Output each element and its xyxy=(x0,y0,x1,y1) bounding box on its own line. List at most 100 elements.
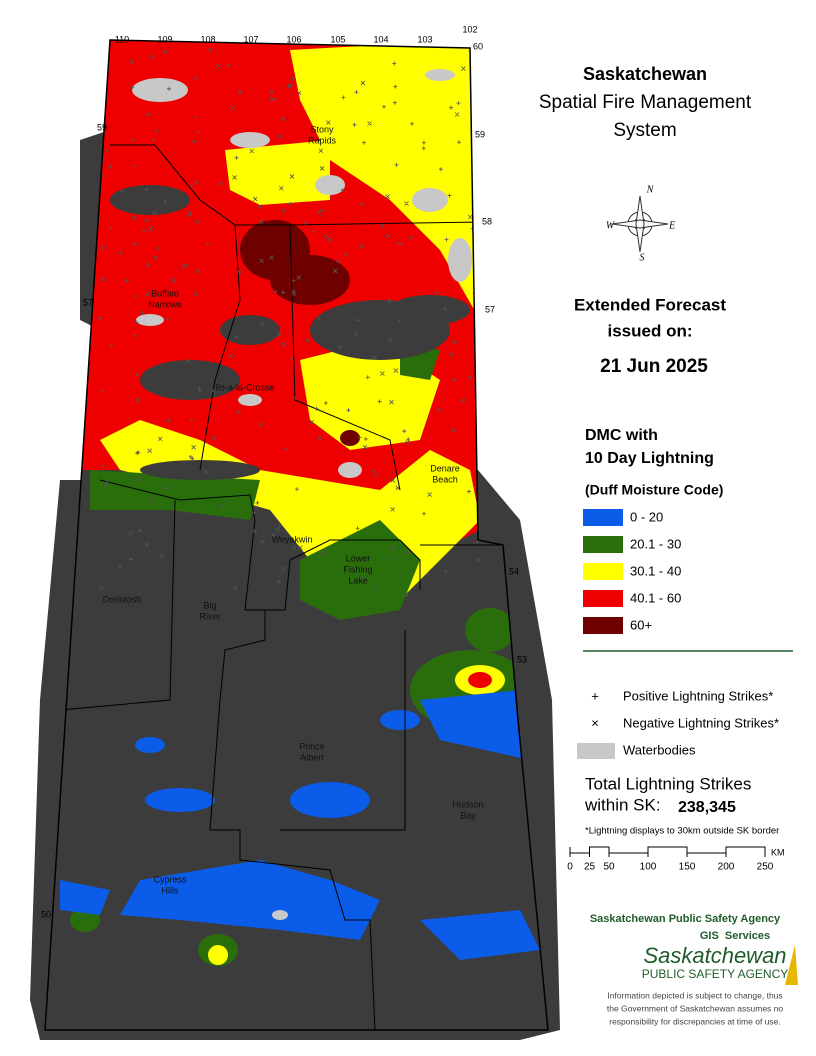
place-label: Hudson xyxy=(452,799,483,809)
dmc-zone xyxy=(380,710,420,730)
place-label: Big xyxy=(203,600,216,610)
legend-label: 0 - 20 xyxy=(630,509,663,524)
total-label: within SK: xyxy=(584,795,661,814)
scale-label: 25 xyxy=(584,862,596,873)
legend-label: Positive Lightning Strikes* xyxy=(623,688,773,703)
dmc-zone xyxy=(420,690,530,760)
legend-heading: DMC with xyxy=(585,427,658,444)
scale-label: 0 xyxy=(567,862,573,873)
dmc-zone xyxy=(90,470,260,520)
legend-label: 20.1 - 30 xyxy=(630,536,681,551)
logo-sub: PUBLIC SAFETY AGENCY xyxy=(642,967,789,981)
latitude-label: 57 xyxy=(485,304,495,314)
forecast-heading: issued on: xyxy=(607,321,692,340)
place-label: Narrows xyxy=(148,299,182,309)
compass-letter: E xyxy=(668,220,675,231)
legend-swatch xyxy=(583,617,623,634)
logo-mark xyxy=(785,945,798,985)
dmc-zone xyxy=(420,910,540,960)
place-label: Rapids xyxy=(308,135,337,145)
dmc-zone xyxy=(465,608,515,652)
scale-bar xyxy=(569,846,766,857)
map xyxy=(30,39,560,1040)
dmc-zone xyxy=(290,45,400,120)
place-label: Weyakwin xyxy=(272,534,313,544)
longitude-label: 107 xyxy=(243,34,258,44)
place-label: Lower xyxy=(346,553,371,563)
waterbodies xyxy=(132,69,472,920)
place-label: Dorintosh xyxy=(103,594,142,604)
place-label: Beach xyxy=(432,474,458,484)
compass-letter: S xyxy=(640,252,645,263)
dmc-zone xyxy=(468,672,492,688)
scale-label: 150 xyxy=(679,862,696,873)
dmc-zone xyxy=(145,788,215,812)
longitude-label: 108 xyxy=(200,34,215,44)
place-label: River xyxy=(199,611,220,621)
longitude-label: 109 xyxy=(157,34,172,44)
agency-name: Saskatchewan Public Safety Agency xyxy=(590,913,781,925)
longitude-label: 103 xyxy=(417,34,432,44)
place-label: Fishing xyxy=(343,564,372,574)
compass-letter: W xyxy=(606,220,616,231)
scale-line xyxy=(570,846,766,854)
legend-swatch xyxy=(583,563,623,580)
title: System xyxy=(613,120,676,141)
dmc-zone xyxy=(120,860,380,940)
scale-label: 200 xyxy=(718,862,735,873)
compass-letter: N xyxy=(646,184,655,195)
legend-heading: 10 Day Lightning xyxy=(585,450,714,467)
total-label: Total Lightning Strikes xyxy=(585,774,751,793)
longitude-label: 106 xyxy=(286,34,301,44)
latitude-label: 59 xyxy=(97,122,107,132)
total-note: *Lightning displays to 30km outside SK b… xyxy=(585,826,779,837)
total-value: 238,345 xyxy=(678,799,736,816)
place-label: Lake xyxy=(348,575,368,585)
dmc-zone xyxy=(208,945,228,965)
longitude-label: 104 xyxy=(373,34,388,44)
legend-swatch xyxy=(583,590,623,607)
place-label: Cypress xyxy=(153,874,187,884)
legend-symbol: + xyxy=(591,688,599,703)
forecast-heading: Extended Forecast xyxy=(574,295,726,314)
dmc-zone xyxy=(300,520,420,620)
place-label: Denare xyxy=(430,463,460,473)
latitude-label: 59 xyxy=(475,129,485,139)
forecast-date: 21 Jun 2025 xyxy=(600,356,708,377)
disclaimer: responsibility for discrepancies at time… xyxy=(609,1016,781,1026)
latitude-label: 50 xyxy=(41,909,51,919)
lightning-strikes xyxy=(98,48,492,598)
province-border xyxy=(44,39,549,1031)
scale-label: 250 xyxy=(757,862,774,873)
legend-label: 30.1 - 40 xyxy=(630,563,681,578)
legend-label: Negative Lightning Strikes* xyxy=(623,715,779,730)
legend-label: Waterbodies xyxy=(623,742,696,757)
longitude-label: 105 xyxy=(330,34,345,44)
place-label: Albert xyxy=(300,752,324,762)
latitude-label: 60 xyxy=(473,41,483,51)
latitude-label: 54 xyxy=(509,566,519,576)
legend-subheading: (Duff Moisture Code) xyxy=(585,482,723,498)
scale-label: 100 xyxy=(640,862,657,873)
boundaries xyxy=(59,144,500,1030)
dmc-zone xyxy=(60,880,110,915)
latitude-label: 57 xyxy=(83,297,93,307)
place-label: Stony xyxy=(310,124,334,134)
place-label: Prince xyxy=(299,741,325,751)
place-label: Bay xyxy=(460,810,476,820)
legend-swatch xyxy=(577,743,615,759)
compass-rose xyxy=(611,195,669,253)
latitude-label: 53 xyxy=(517,654,527,664)
longitude-label: 110 xyxy=(115,34,129,44)
dmc-zone xyxy=(135,737,165,753)
agency-unit: GIS Services xyxy=(700,930,770,942)
scale-unit: KM xyxy=(771,847,785,857)
legend-swatch xyxy=(583,536,623,553)
dmc-zone xyxy=(290,782,370,818)
disclaimer: Information depicted is subject to chang… xyxy=(607,990,782,1000)
dmc-zone xyxy=(340,430,360,446)
strike-marks xyxy=(98,48,492,598)
legend-label: 40.1 - 60 xyxy=(630,590,681,605)
title: Spatial Fire Management xyxy=(539,92,752,113)
